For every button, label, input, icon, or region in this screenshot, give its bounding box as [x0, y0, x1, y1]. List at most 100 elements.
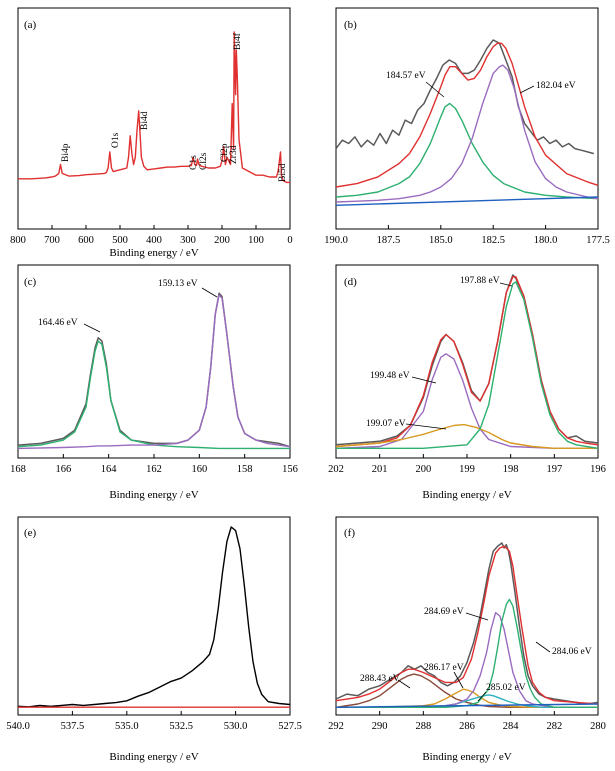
- peak-label-199-48: 199.48 eV: [370, 371, 410, 381]
- peak-label-182-04: 182.04 eV: [536, 81, 576, 91]
- panel-f-x-tick-label: 280: [590, 721, 606, 732]
- panel-b-series-line: [335, 42, 599, 188]
- panel-a-label: (a): [24, 19, 37, 31]
- panel-d-x-tick-label: 202: [328, 464, 344, 475]
- peak-label-cl2p: Cl2p: [220, 143, 230, 162]
- panel-f: (f) 292 290 288 286 284 282 280 Binding energy…: [328, 516, 606, 763]
- panel-d-series-line: [336, 281, 599, 449]
- peak-label-284-69: 284.69 eV: [424, 607, 464, 617]
- panel-f-x-tick-label: 282: [546, 721, 562, 732]
- panel-c-frame: [17, 264, 291, 459]
- panel-b-x-tick-label: 187.5: [377, 235, 401, 246]
- panel-f-x-tick-label: 292: [328, 721, 344, 732]
- peak-label-bi4d: Bi4d: [140, 111, 150, 130]
- peak-label-285-02: 285.02 eV: [486, 683, 526, 693]
- peak-arrow-285-02: [477, 691, 487, 702]
- panel-f-series-line: [336, 612, 598, 708]
- panel-f-series-line: [335, 545, 599, 705]
- peak-label-286-17: 286.17 eV: [424, 663, 464, 673]
- peak-label-184-57: 184.57 eV: [386, 71, 426, 81]
- panel-f-series-line: [336, 688, 598, 708]
- panel-c-series: [17, 292, 291, 450]
- peak-label-bi4p: Bi4p: [61, 143, 71, 162]
- panel-b-annotations: 184.57 eV 182.04 eV: [386, 71, 576, 98]
- panel-c-x-tick-label: 156: [282, 464, 298, 475]
- panel-c-x-tick-label: 158: [237, 464, 253, 475]
- peak-label-284-06: 284.06 eV: [552, 647, 592, 657]
- panel-f-x-ticks: 292 290 288 286 284 282 280: [328, 711, 606, 732]
- panel-e: (e) 540.0 537.5 535.0 532.5 530.0 527.5 Bindi…: [6, 516, 302, 763]
- peak-label-199-07: 199.07 eV: [366, 419, 406, 429]
- panel-e-x-axis-label: Binding energy / eV: [109, 751, 198, 763]
- panel-d-x-tick-label: 200: [415, 464, 431, 475]
- peak-arrow-284-69: [465, 612, 489, 621]
- panel-e-x-tick-label: 537.5: [61, 721, 85, 732]
- panel-c-series-line: [17, 340, 290, 450]
- panel-a-series-line: [18, 31, 290, 184]
- panel-c-series-line: [17, 294, 291, 450]
- panel-a-x-tick-label: 400: [146, 235, 162, 246]
- panel-b-series-line: [335, 196, 599, 206]
- peak-label-bi4f: Bi4f: [232, 32, 243, 50]
- panel-e-x-tick-label: 530.0: [224, 721, 248, 732]
- panel-a-x-tick-label: 0: [287, 235, 292, 246]
- panel-d-series-line: [335, 353, 598, 449]
- panel-f-frame: [335, 516, 599, 716]
- panel-c-x-tick-label: 160: [191, 464, 207, 475]
- panel-a-x-tick-label: 200: [214, 235, 230, 246]
- panel-e-x-tick-label: 535.0: [115, 721, 139, 732]
- panel-b-x-tick-label: 185.0: [429, 235, 453, 246]
- panel-d-x-tick-label: 201: [372, 464, 388, 475]
- panel-e-x-tick-label: 532.5: [169, 721, 193, 732]
- panel-c-label: (c): [24, 276, 37, 288]
- peak-label-c1s: C1s: [189, 155, 199, 170]
- panel-f-annotations: 284.69 eV 284.06 eV 286.17 eV 288.43 eV …: [360, 607, 592, 702]
- peak-label-159-13: 159.13 eV: [158, 279, 198, 289]
- panel-f-label: (f): [344, 527, 355, 539]
- panel-a-annotations: Bi4p O1s Bi4d C1s Cl2s Cl2p Zr3d Bi4f Bi…: [61, 32, 288, 182]
- panel-c-x-ticks: 168 166 164 162 160 158 156: [10, 454, 298, 475]
- panel-d-series-line: [335, 276, 599, 448]
- panel-c: (c) 168 166 164 162 160 158 156 Binding energy…: [10, 264, 298, 501]
- panel-b-x-ticks: 190.0 187.5 185.0 182.5 180.0 177.5: [324, 225, 610, 246]
- panel-f-x-tick-label: 288: [415, 721, 431, 732]
- peak-arrow-182-04: [519, 85, 535, 94]
- panel-e-x-tick-label: 527.5: [278, 721, 302, 732]
- panel-e-frame: [17, 516, 291, 716]
- panel-c-x-axis-label: Binding energy / eV: [109, 489, 198, 501]
- panel-d-x-tick-label: 198: [503, 464, 519, 475]
- panel-f-series-line: [335, 673, 598, 708]
- panel-e-x-tick-label: 540.0: [6, 721, 30, 732]
- panel-d-x-tick-label: 196: [590, 464, 606, 475]
- peak-label-cl2s: Cl2s: [199, 152, 209, 170]
- panel-a-x-ticks: 800 700 600 500 400 300 200 100 0: [10, 225, 293, 246]
- panel-a: (a) 800 700 600 500 400 300 200 100 0 Binding en…: [10, 7, 293, 259]
- panel-f-x-tick-label: 290: [372, 721, 388, 732]
- panel-b: (b) 190.0 187.5 185.0 182.5 180.0 177.5 184.5…: [324, 7, 610, 246]
- panel-f-series-line: [335, 703, 599, 708]
- panel-a-series: [18, 31, 290, 184]
- panel-d: (d) 202 201 200 199 198 197 196 Binding energy…: [328, 264, 606, 501]
- panel-b-x-tick-label: 177.5: [586, 235, 610, 246]
- panel-d-x-axis-label: Binding energy / eV: [422, 489, 511, 501]
- panel-a-x-tick-label: 500: [112, 235, 128, 246]
- panel-a-x-tick-label: 600: [78, 235, 94, 246]
- peak-arrow-199-48: [411, 376, 437, 384]
- panel-a-x-tick-label: 700: [44, 235, 60, 246]
- panel-c-x-tick-label: 162: [146, 464, 162, 475]
- panel-d-series: [335, 274, 599, 449]
- peak-arrow-286-17: [453, 671, 464, 689]
- panel-a-x-tick-label: 300: [180, 235, 196, 246]
- panel-c-x-tick-label: 164: [101, 464, 118, 475]
- panel-e-label: (e): [24, 527, 37, 539]
- panel-d-series-line: [335, 423, 598, 449]
- panel-d-label: (d): [344, 276, 357, 288]
- panel-f-x-tick-label: 286: [459, 721, 475, 732]
- panel-e-x-ticks: 540.0 537.5 535.0 532.5 530.0 527.5: [6, 711, 302, 732]
- panel-e-series: [17, 526, 291, 708]
- panel-c-x-tick-label: 166: [55, 464, 71, 475]
- panel-b-label: (b): [344, 19, 357, 31]
- panel-d-x-tick-label: 199: [459, 464, 475, 475]
- panel-f-x-axis-label: Binding energy / eV: [422, 751, 511, 763]
- panel-b-x-tick-label: 190.0: [324, 235, 348, 246]
